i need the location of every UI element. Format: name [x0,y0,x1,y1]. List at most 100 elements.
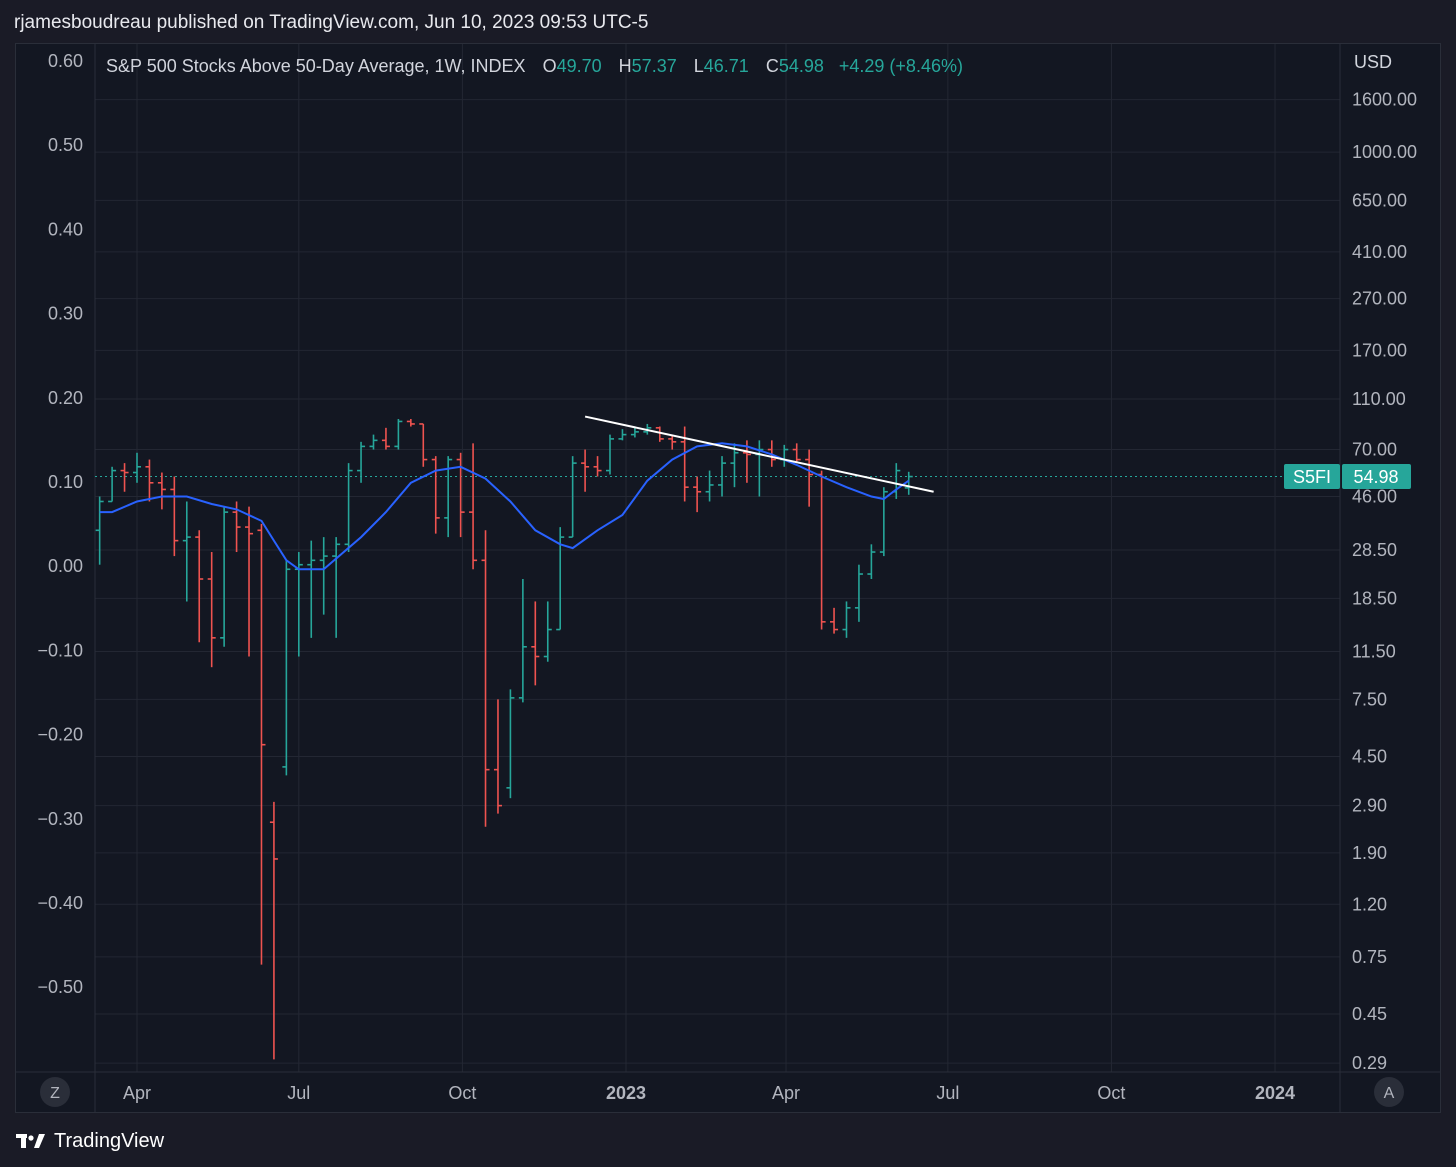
ohlc-bar [257,523,266,965]
ohlc-bar [506,689,515,799]
symbol-tag-text: S5FI [1293,467,1331,487]
ohlc-bar [581,449,590,492]
zoom-button-label: Z [50,1085,60,1102]
legend-low-value: 46.71 [704,56,749,76]
published-by-text: rjamesboudreau published on TradingView.… [14,12,649,33]
ohlc-bar [718,456,727,497]
right-axis-tick: 7.50 [1352,689,1387,709]
ohlc-bar [531,601,540,686]
legend-high-value: 57.37 [632,56,677,76]
right-axis-tick: 1.20 [1352,894,1387,914]
ohlc-bar [269,801,278,1060]
right-axis-tick: 70.00 [1352,440,1397,460]
right-axis-tick: 170.00 [1352,340,1407,360]
time-axis-tick: Apr [772,1083,800,1103]
moving-average-line [99,442,910,571]
legend-open-label: O [543,56,557,76]
ohlc-bar [780,444,789,467]
right-axis-tick: 28.50 [1352,540,1397,560]
ohlc-bar [593,456,602,477]
right-axis-tick: 0.45 [1352,1004,1387,1024]
ohlc-bar [543,601,552,662]
chart-frame[interactable] [15,43,1441,1113]
ohlc-bar [157,472,166,510]
ohlc-bar [381,427,390,450]
ohlc-bar [406,418,415,427]
right-axis: 1600.00 1000.00 650.00 410.00 270.00 170.00 11… [1352,90,1417,1074]
ohlc-bar [456,452,465,538]
ohlc-bar [332,537,341,638]
time-axis-tick: Apr [123,1083,151,1103]
ohlc-bar [668,434,677,450]
ohlc-bar [493,699,502,814]
tradingview-logo-icon [16,1134,45,1148]
ohlc-bar [419,423,428,467]
ohlc-bar [730,443,739,488]
auto-scale-button[interactable]: A [1374,1077,1404,1107]
ohlc-bar [319,537,328,615]
ohlc-bar [854,564,863,622]
legend-high-label: H [619,56,632,76]
ohlc-bar [693,476,702,513]
ohlc-bar [394,418,403,450]
ohlc-bar [805,449,814,507]
legend-close-value: 54.98 [779,56,824,76]
left-axis-tick: −0.50 [37,977,83,997]
auto-scale-button-label: A [1384,1085,1395,1102]
legend-title: S&P 500 Stocks Above 50-Day Average, 1W,… [106,56,526,76]
right-axis-tick: 1600.00 [1352,90,1417,110]
time-axis-tick: Oct [448,1083,476,1103]
right-axis-tick: 18.50 [1352,588,1397,608]
left-axis-tick: 0.50 [48,135,83,155]
ohlc-bar [867,544,876,579]
right-axis-tick: 1.90 [1352,843,1387,863]
currency-label: USD [1354,52,1392,72]
right-axis-tick: 0.75 [1352,947,1387,967]
right-axis-tick: 650.00 [1352,190,1407,210]
price-tag-text: 54.98 [1353,467,1398,487]
left-axis-tick: 0.20 [48,388,83,408]
trend-line[interactable] [584,415,934,493]
ohlc-bar [904,471,913,495]
time-axis-tick: Oct [1097,1083,1125,1103]
ohlc-bar [95,496,104,565]
right-axis-tick: 2.90 [1352,796,1387,816]
left-axis-tick: 0.30 [48,304,83,324]
left-axis-tick: −0.10 [37,640,83,660]
ohlc-bar [630,426,639,438]
tradingview-brand[interactable]: TradingView [16,1128,164,1154]
time-axis-tick: Jul [287,1083,310,1103]
right-axis-tick: 110.00 [1352,389,1406,409]
ohlc-bar [469,443,478,570]
legend-low-label: L [694,56,704,76]
chart-legend: S&P 500 Stocks Above 50-Day Average, 1W,… [106,56,963,76]
time-axis-tick: Jul [936,1083,959,1103]
symbol-tag-bg [1284,464,1340,489]
ohlc-bar [344,463,353,553]
ohlc-bar [518,578,527,703]
symbol-price-tag: S5FI 54.98 [1284,464,1411,489]
ohlc-bar [207,552,216,668]
ohlc-bar [705,470,714,502]
legend-close-label: C [766,56,779,76]
ohlc-bar [307,540,316,638]
zoom-button[interactable]: Z [40,1077,70,1107]
legend-open-value: 49.70 [557,56,602,76]
chart-grid [15,44,1441,1112]
legend-change: +4.29 (+8.46%) [839,56,963,76]
ohlc-bar [195,530,204,643]
right-axis-tick: 1000.00 [1352,142,1417,162]
ohlc-bar [568,456,577,538]
ohlc-bar [605,434,614,475]
time-axis-tick: 2024 [1255,1083,1295,1103]
ohlc-bar [220,506,229,647]
ohlc-bars [95,418,913,1060]
ohlc-bar [655,426,664,442]
ohlc-bar [369,434,378,450]
tradingview-brand-text: TradingView [54,1129,165,1152]
left-axis-tick: 0.60 [48,51,83,71]
ohlc-bar [830,607,839,634]
ohlc-bar [145,459,154,502]
left-axis-tick: −0.20 [37,725,83,745]
